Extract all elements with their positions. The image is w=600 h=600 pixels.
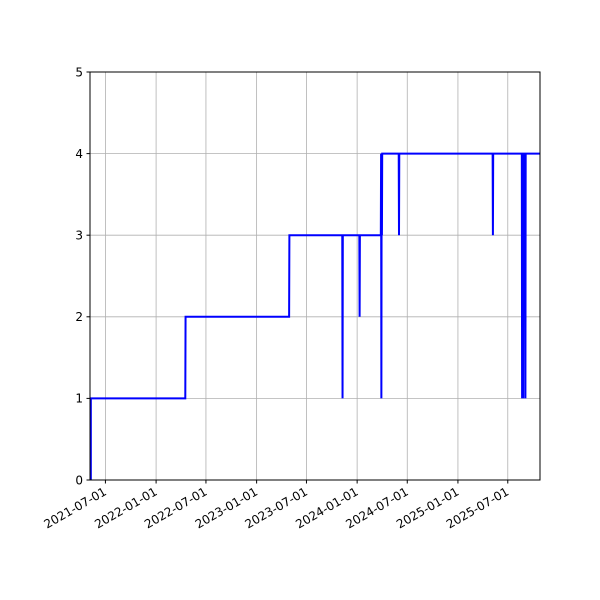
y-tick-label: 2	[75, 310, 83, 324]
series-line	[89, 152, 540, 480]
plot-area-frame	[89, 71, 541, 481]
y-tick-label: 0	[75, 473, 83, 487]
y-tick-label: 5	[75, 65, 83, 79]
grid	[90, 71, 540, 481]
axis-ticks: 0123452021-07-012022-01-012022-07-012023…	[42, 65, 512, 531]
series-layer	[89, 152, 540, 480]
y-tick-label: 1	[75, 392, 83, 406]
y-tick-label: 4	[75, 147, 83, 161]
y-tick-label: 3	[75, 229, 83, 243]
